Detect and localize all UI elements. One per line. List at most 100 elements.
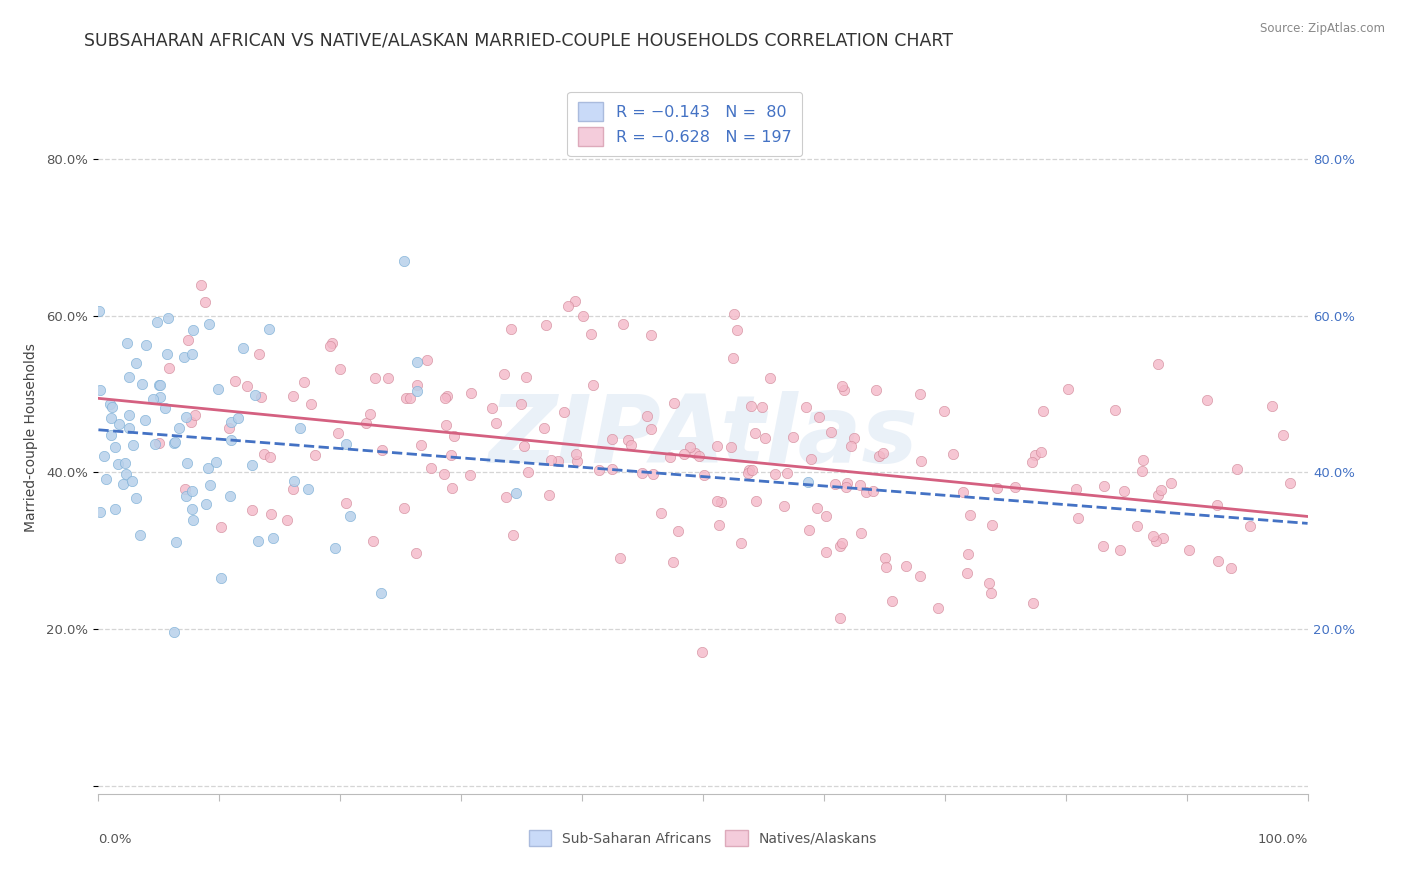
Point: [751, 400, 773, 414]
Point: [908, 569, 931, 583]
Point: [730, 536, 752, 550]
Point: [1004, 480, 1026, 494]
Point: [547, 454, 569, 468]
Point: [1057, 383, 1080, 397]
Point: [174, 489, 197, 503]
Point: [181, 502, 204, 516]
Point: [494, 368, 516, 382]
Point: [678, 440, 700, 454]
Point: [981, 518, 1004, 533]
Point: [540, 453, 562, 467]
Point: [986, 481, 1008, 495]
Point: [828, 539, 851, 553]
Point: [842, 431, 865, 445]
Point: [326, 425, 349, 440]
Point: [855, 485, 877, 500]
Point: [392, 500, 415, 515]
Point: [502, 527, 524, 541]
Point: [156, 347, 179, 361]
Point: [118, 408, 141, 422]
Point: [894, 558, 917, 573]
Point: [218, 421, 240, 435]
Point: [143, 436, 166, 450]
Point: [1144, 533, 1167, 548]
Point: [1024, 449, 1046, 463]
Point: [1092, 479, 1115, 493]
Point: [862, 484, 884, 499]
Point: [908, 387, 931, 401]
Point: [588, 463, 610, 477]
Point: [149, 378, 172, 392]
Point: [505, 485, 527, 500]
Point: [872, 445, 894, 459]
Point: [240, 458, 263, 472]
Point: [481, 401, 503, 416]
Point: [122, 437, 145, 451]
Point: [318, 339, 340, 353]
Point: [1142, 529, 1164, 543]
Point: [135, 337, 157, 351]
Point: [100, 401, 122, 415]
Point: [224, 374, 246, 388]
Point: [395, 391, 418, 405]
Point: [420, 460, 443, 475]
Point: [662, 555, 685, 569]
Point: [219, 415, 242, 429]
Point: [1152, 531, 1174, 545]
Point: [443, 429, 465, 443]
Point: [335, 496, 357, 510]
Point: [276, 513, 298, 527]
Point: [124, 356, 146, 370]
Point: [406, 377, 429, 392]
Point: [242, 503, 264, 517]
Point: [89, 505, 111, 519]
Point: [181, 347, 204, 361]
Point: [108, 417, 131, 432]
Point: [564, 293, 586, 308]
Point: [440, 448, 463, 462]
Point: [873, 550, 896, 565]
Point: [1126, 519, 1149, 533]
Point: [688, 449, 710, 463]
Point: [1146, 357, 1168, 371]
Point: [706, 439, 728, 453]
Point: [1260, 399, 1282, 413]
Point: [515, 369, 537, 384]
Point: [436, 389, 458, 403]
Point: [806, 500, 828, 515]
Point: [207, 382, 229, 396]
Point: [612, 317, 634, 331]
Point: [820, 425, 842, 440]
Point: [1031, 445, 1053, 459]
Text: 0.0%: 0.0%: [98, 833, 132, 847]
Point: [290, 421, 312, 435]
Point: [600, 432, 623, 446]
Point: [794, 401, 817, 415]
Point: [377, 370, 399, 384]
Point: [359, 407, 381, 421]
Y-axis label: Married-couple Households: Married-couple Households: [24, 343, 38, 532]
Point: [640, 327, 662, 342]
Point: [441, 482, 464, 496]
Point: [209, 520, 232, 534]
Point: [392, 254, 415, 268]
Point: [262, 531, 284, 545]
Point: [434, 417, 457, 432]
Point: [148, 377, 170, 392]
Point: [758, 371, 780, 385]
Point: [205, 455, 228, 469]
Point: [1109, 543, 1132, 558]
Text: ZIPAtlas: ZIPAtlas: [488, 391, 918, 483]
Point: [181, 323, 204, 337]
Point: [157, 361, 180, 376]
Point: [1104, 402, 1126, 417]
Point: [433, 467, 456, 481]
Point: [741, 462, 763, 476]
Point: [209, 571, 232, 585]
Point: [537, 488, 560, 502]
Point: [773, 499, 796, 513]
Point: [744, 494, 766, 508]
Point: [405, 545, 427, 559]
Point: [157, 310, 180, 325]
Point: [579, 327, 602, 342]
